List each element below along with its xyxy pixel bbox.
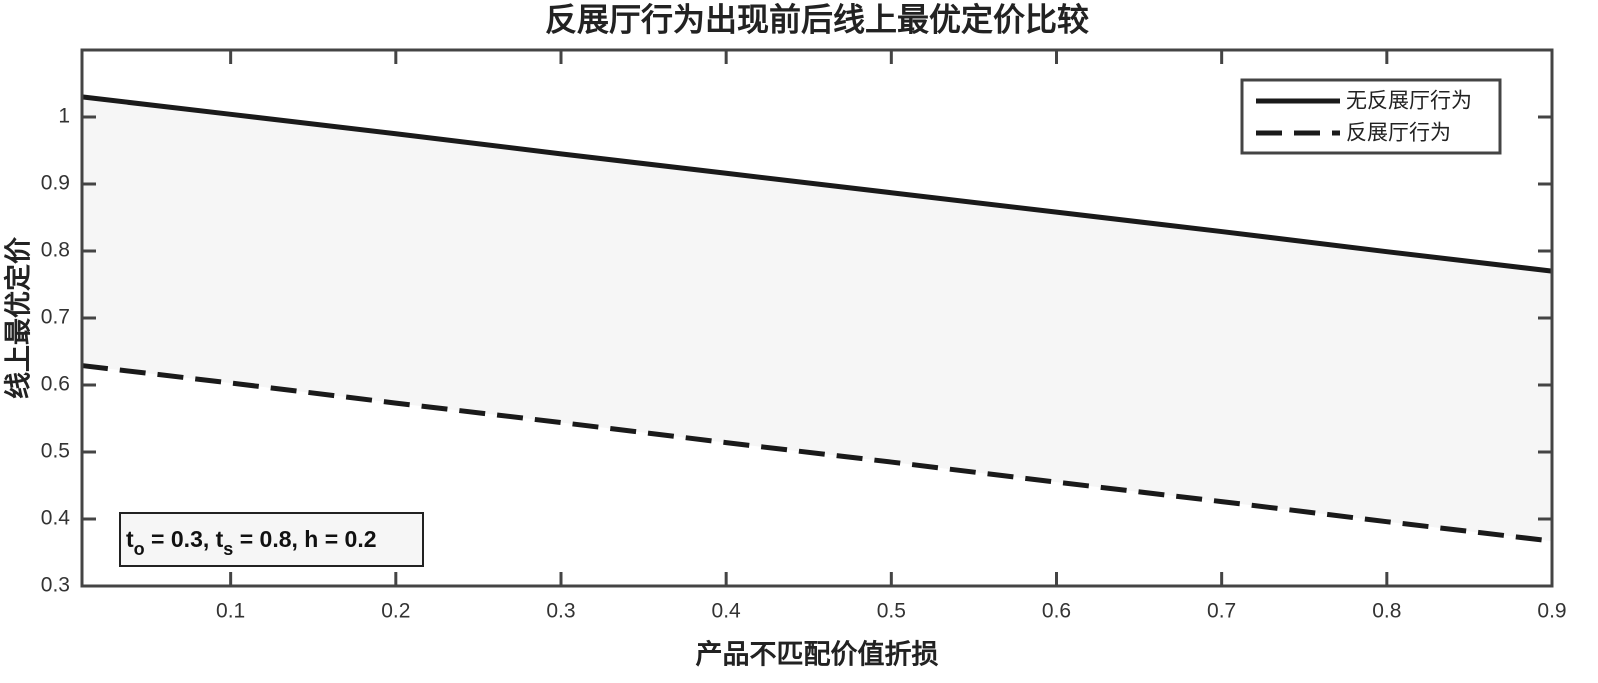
x-tick-label: 0.5 <box>877 600 906 623</box>
series-line <box>81 94 1553 274</box>
annotation-subscript: o <box>134 539 145 559</box>
legend-label: 反展厅行为 <box>1346 122 1451 145</box>
y-axis-label: 线上最优定价 <box>3 236 35 399</box>
x-tick-label: 0.3 <box>546 600 575 623</box>
annotation-text: = 0.8, h = 0.2 <box>233 526 376 552</box>
x-tick-label: 0.9 <box>1537 600 1566 623</box>
y-tick-label: 0.3 <box>41 574 70 597</box>
x-tick-label: 0.2 <box>381 600 410 623</box>
x-tick-label: 0.6 <box>1042 600 1071 623</box>
fill-between <box>82 96 1552 542</box>
y-tick-label: 0.6 <box>41 373 70 396</box>
x-tick-label: 0.8 <box>1372 600 1401 623</box>
annotation-text: t <box>126 526 134 552</box>
y-tick-label: 0.4 <box>41 507 71 530</box>
y-tick-label: 0.5 <box>41 440 70 463</box>
legend-box <box>1240 78 1502 155</box>
x-tick-label: 0.4 <box>712 600 742 623</box>
annotation: to = 0.3, ts = 0.8, h = 0.2 <box>126 526 377 559</box>
series-line <box>81 363 1553 544</box>
x-axis-label: 产品不匹配价值折损 <box>696 640 939 671</box>
y-tick-label: 0.8 <box>41 239 70 262</box>
annotation-box <box>119 512 424 567</box>
x-tick-label: 0.1 <box>216 600 245 623</box>
annotation-text: = 0.3, t <box>145 526 224 552</box>
x-tick-label: 0.7 <box>1207 600 1236 623</box>
y-tick-label: 1 <box>58 105 70 128</box>
legend-label: 无反展厅行为 <box>1346 90 1472 113</box>
y-tick-label: 0.9 <box>41 172 70 195</box>
chart-title: 反展厅行为出现前后线上最优定价比较 <box>545 1 1089 39</box>
annotation-subscript: s <box>223 539 233 559</box>
y-tick-label: 0.7 <box>41 306 70 329</box>
